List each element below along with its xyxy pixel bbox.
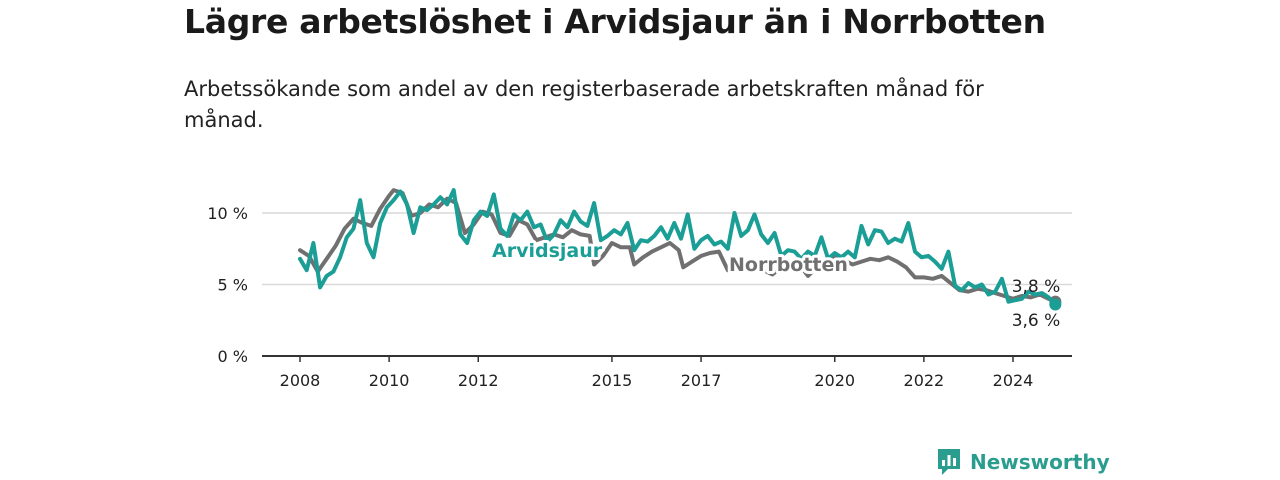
y-tick-label: 10 % <box>207 204 248 223</box>
brand-name: Newsworthy <box>970 450 1110 474</box>
y-tick-label: 5 % <box>218 276 248 295</box>
series-labels: Arvidsjaur Norrbotten 3,8 % 3,6 % <box>489 237 1061 331</box>
x-tick-label: 2024 <box>993 371 1034 390</box>
end-label-norrbotten: 3,8 % <box>1012 277 1061 297</box>
gridlines <box>262 212 1072 286</box>
x-tick-label: 2017 <box>681 371 722 390</box>
bar-chart-speech-icon <box>938 449 960 475</box>
x-tick-label: 2022 <box>904 371 945 390</box>
series-line-arvidsjaur <box>298 188 1058 307</box>
line-chart: 0 % 5 % 10 % 2008 2010 2012 2015 2017 2020 2022 20… <box>207 188 1072 390</box>
chart-subtitle: Arbetssökande som andel av den registerb… <box>184 77 984 132</box>
series-label-norrbotten: Norrbotten <box>729 254 848 276</box>
x-tick-label: 2008 <box>280 371 321 390</box>
chart-title: Lägre arbetslöshet i Arvidsjaur än i Nor… <box>184 2 1046 41</box>
x-axis: 0 % 5 % 10 % 2008 2010 2012 2015 2017 2020 2022 20… <box>207 204 1072 390</box>
end-point-arvidsjaur <box>1049 298 1062 311</box>
newsworthy-logo: Newsworthy <box>936 447 1110 477</box>
series-lines <box>298 188 1062 311</box>
series-label-arvidsjaur: Arvidsjaur <box>492 240 603 262</box>
x-tick-label: 2020 <box>814 371 855 390</box>
x-tick-label: 2010 <box>369 371 410 390</box>
x-tick-label: 2015 <box>592 371 633 390</box>
x-tick-label: 2012 <box>458 371 499 390</box>
end-label-arvidsjaur: 3,6 % <box>1012 311 1061 331</box>
y-tick-label: 0 % <box>218 347 248 366</box>
